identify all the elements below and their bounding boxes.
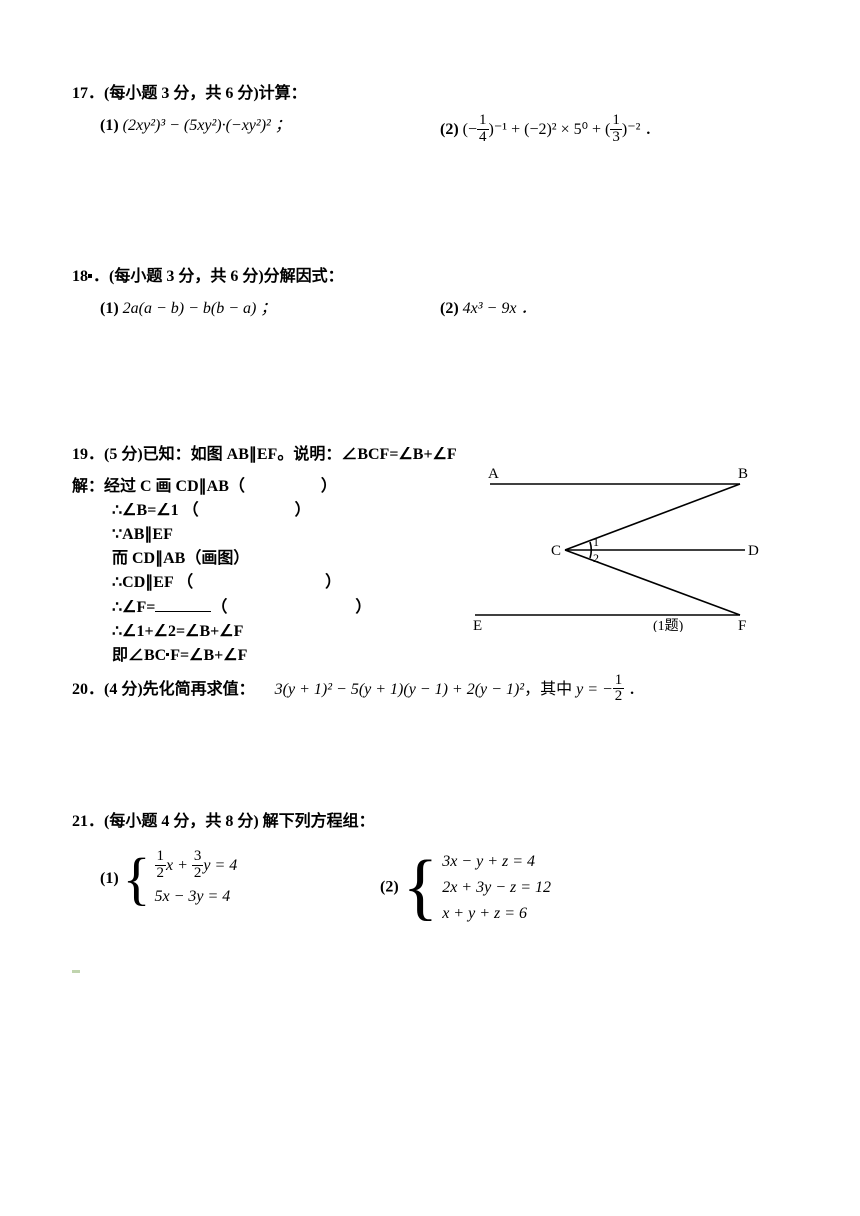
q18-heading: 18．(每小题 3 分，共 6 分)分解因式： bbox=[72, 265, 788, 289]
den: 4 bbox=[477, 129, 489, 146]
svg-text:2: 2 bbox=[593, 551, 599, 565]
q20-head: 20．(4 分)先化简再求值： bbox=[72, 680, 255, 697]
q20: 20．(4 分)先化简再求值： 3(y + 1)² − 5(y + 1)(y −… bbox=[72, 674, 788, 707]
label-2: (2) bbox=[380, 879, 399, 896]
q19-figure: A B C D E F 1 2 (1题) bbox=[455, 462, 785, 632]
q18-expr2: 4x³ − 9x ． bbox=[463, 300, 537, 317]
q18-part2: (2) 4x³ − 9x ． bbox=[440, 297, 788, 321]
den: 3 bbox=[610, 129, 622, 146]
q17-expr1: (2xy²)³ − (5xy²)·(−xy²)² ； bbox=[123, 117, 291, 134]
svg-text:(1题): (1题) bbox=[653, 619, 684, 632]
txt: )⁻¹ + (−2)² × 5⁰ + ( bbox=[489, 121, 611, 138]
l7: 即∠BCF=∠B+∠F bbox=[112, 644, 788, 668]
svg-text:A: A bbox=[488, 466, 499, 482]
den: 2 bbox=[613, 688, 625, 705]
svg-text:F: F bbox=[738, 618, 746, 632]
txt: (− bbox=[463, 121, 477, 138]
q20-var: y = − bbox=[576, 680, 613, 697]
txt: )⁻² ． bbox=[622, 121, 661, 138]
txt: ，其中 bbox=[524, 680, 576, 697]
txt: ． bbox=[624, 680, 644, 697]
q17-part2: (2) (−14)⁻¹ + (−2)² × 5⁰ + (13)⁻² ． bbox=[440, 114, 788, 147]
svg-text:C: C bbox=[551, 543, 561, 559]
label-1: (1) bbox=[100, 870, 119, 887]
q18-expr1: 2a(a − b) − b(b − a) ； bbox=[123, 300, 277, 317]
svg-text:1: 1 bbox=[593, 535, 599, 549]
q18-part1: (1) 2a(a − b) − b(b − a) ； bbox=[100, 297, 440, 321]
q17-heading: 17．(每小题 3 分，共 6 分)计算： bbox=[72, 82, 788, 106]
stray-mark bbox=[72, 970, 80, 973]
svg-text:E: E bbox=[473, 618, 482, 632]
num: 1 bbox=[613, 673, 625, 689]
svg-text:B: B bbox=[738, 466, 748, 482]
label-2: (2) bbox=[440, 121, 459, 138]
q21-part2: (2) { 3x − y + z = 4 2x + 3y − z = 12 x … bbox=[380, 850, 788, 926]
q21-heading: 21．(每小题 4 分，共 8 分) 解下列方程组： bbox=[72, 810, 788, 834]
label-2: (2) bbox=[440, 300, 459, 317]
label-1: (1) bbox=[100, 117, 119, 134]
num: 1 bbox=[477, 113, 489, 129]
num: 1 bbox=[610, 113, 622, 129]
q20-expr: 3(y + 1)² − 5(y + 1)(y − 1) + 2(y − 1)² bbox=[275, 680, 524, 697]
label-1: (1) bbox=[100, 300, 119, 317]
svg-text:D: D bbox=[748, 543, 759, 559]
q21-part1: (1) { 12x + 32y = 4 5x − 3y = 4 bbox=[100, 850, 380, 926]
q17-part1: (1) (2xy²)³ − (5xy²)·(−xy²)² ； bbox=[100, 114, 440, 147]
